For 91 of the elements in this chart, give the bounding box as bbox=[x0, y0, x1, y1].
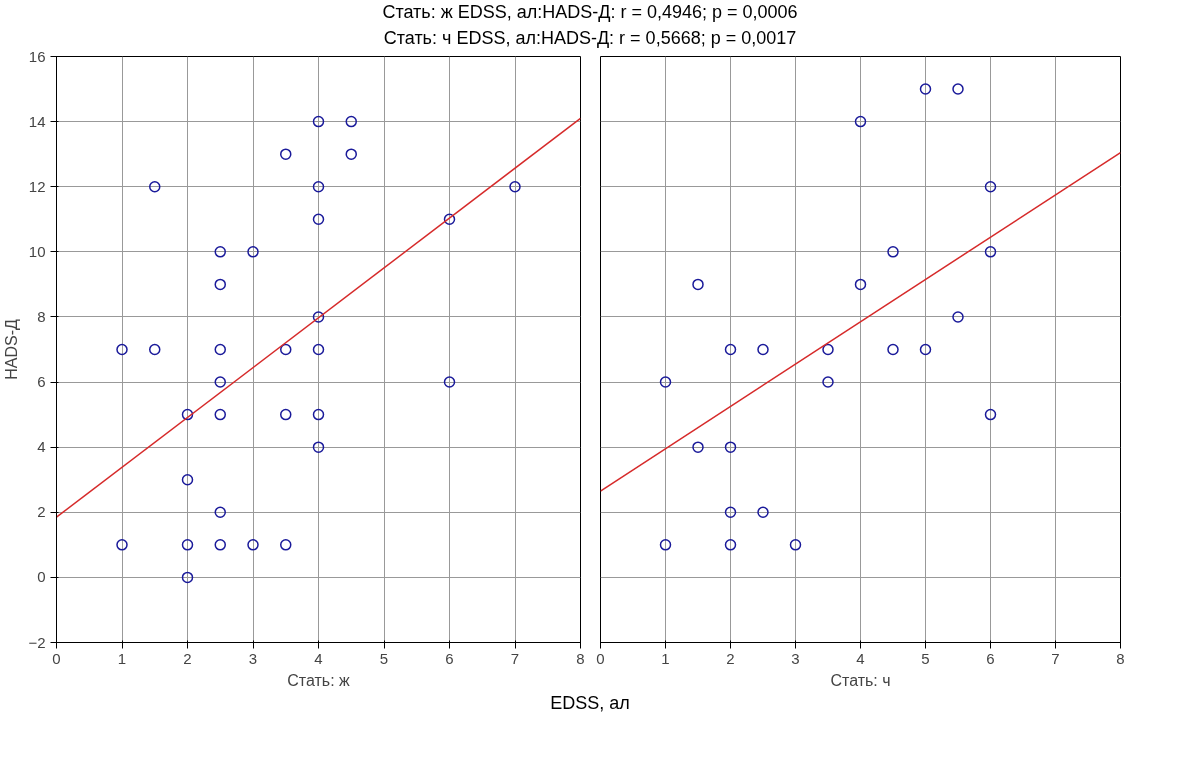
x-tick-label: 3 bbox=[791, 649, 800, 667]
y-tick-label: 12 bbox=[28, 178, 46, 196]
y-tick-label: 8 bbox=[37, 308, 46, 326]
x-tick-label: 8 bbox=[576, 649, 585, 667]
point bbox=[724, 441, 737, 454]
point bbox=[345, 116, 357, 128]
point bbox=[757, 344, 769, 356]
point bbox=[312, 409, 325, 421]
point bbox=[312, 311, 325, 324]
x-tick-label: 1 bbox=[117, 649, 127, 667]
x-tick-label: 4 bbox=[314, 649, 323, 667]
point bbox=[247, 246, 259, 258]
y-tick-label: 4 bbox=[37, 438, 46, 456]
point bbox=[724, 539, 737, 551]
point bbox=[280, 148, 292, 161]
y-tick-label: 2 bbox=[37, 503, 46, 521]
point bbox=[312, 344, 325, 356]
point bbox=[280, 344, 292, 356]
y-tick-label: 6 bbox=[37, 373, 46, 391]
x-tick-label: 7 bbox=[510, 649, 520, 667]
point bbox=[919, 344, 932, 356]
x-tick-label: 2 bbox=[183, 649, 192, 667]
y-tick-label: −2 bbox=[28, 633, 46, 651]
point bbox=[952, 311, 964, 324]
point bbox=[952, 83, 964, 96]
y-axis-title: HADS-Д bbox=[3, 319, 21, 381]
point bbox=[789, 539, 802, 551]
point bbox=[214, 409, 226, 421]
point bbox=[822, 376, 834, 389]
point bbox=[116, 539, 128, 551]
point bbox=[181, 409, 194, 421]
x-tick-label: 7 bbox=[1051, 649, 1060, 667]
point bbox=[116, 344, 128, 356]
point bbox=[214, 344, 226, 356]
x-tick-label: 2 bbox=[726, 649, 735, 667]
point bbox=[692, 279, 704, 291]
x-tick-label: 4 bbox=[856, 649, 865, 667]
x-tick-label: 6 bbox=[445, 649, 454, 667]
point bbox=[659, 539, 672, 551]
point bbox=[214, 539, 226, 551]
point bbox=[214, 246, 226, 258]
y-tick-label: 14 bbox=[28, 113, 46, 131]
point bbox=[312, 213, 325, 226]
point bbox=[181, 572, 194, 584]
x-axis-title: Стать: ч bbox=[830, 671, 891, 689]
y-tick-label: 10 bbox=[28, 243, 46, 261]
point bbox=[854, 116, 867, 128]
point bbox=[822, 344, 834, 356]
x-tick-label: 5 bbox=[921, 649, 930, 667]
point bbox=[724, 506, 737, 519]
point bbox=[919, 83, 932, 96]
chart-subtitle: Стать: ч EDSS, ал:HADS-Д: r = 0,5668; p = 0,0017 bbox=[383, 26, 797, 50]
point bbox=[214, 376, 226, 389]
x-tick-label: 1 bbox=[661, 649, 670, 667]
point bbox=[345, 148, 357, 161]
y-tick-label: 0 bbox=[37, 568, 46, 586]
x-tick-label: 5 bbox=[379, 649, 389, 667]
point bbox=[659, 376, 672, 389]
point bbox=[181, 474, 194, 486]
point bbox=[214, 279, 226, 291]
text: EDSS, ал bbox=[550, 692, 630, 716]
point bbox=[509, 181, 521, 193]
x-tick-label: 0 bbox=[52, 649, 61, 667]
point bbox=[984, 409, 997, 421]
point bbox=[149, 344, 161, 356]
x-tick-label: 8 bbox=[1116, 649, 1125, 667]
point bbox=[887, 246, 899, 258]
point bbox=[984, 181, 997, 193]
point bbox=[181, 539, 194, 551]
x-tick-label: 6 bbox=[986, 649, 995, 667]
point bbox=[854, 279, 867, 291]
point bbox=[149, 181, 161, 193]
x-tick-label: 0 bbox=[596, 649, 605, 667]
point bbox=[443, 213, 456, 226]
point bbox=[692, 441, 704, 454]
point bbox=[247, 539, 259, 551]
point bbox=[312, 116, 325, 128]
y-tick-label: 16 bbox=[28, 47, 46, 65]
x-axis-title: Стать: ж bbox=[287, 671, 351, 689]
point bbox=[280, 409, 292, 421]
point bbox=[887, 344, 899, 356]
point bbox=[280, 539, 292, 551]
point bbox=[724, 344, 737, 356]
point bbox=[214, 506, 226, 519]
point bbox=[757, 506, 769, 519]
point bbox=[312, 181, 325, 193]
chart-title: Стать: ж EDSS, ал:HADS-Д: r = 0,4946; p = 0,0006 bbox=[382, 1, 798, 24]
point bbox=[443, 376, 456, 389]
point bbox=[984, 246, 997, 258]
x-tick-label: 3 bbox=[248, 649, 258, 667]
point bbox=[312, 441, 325, 454]
